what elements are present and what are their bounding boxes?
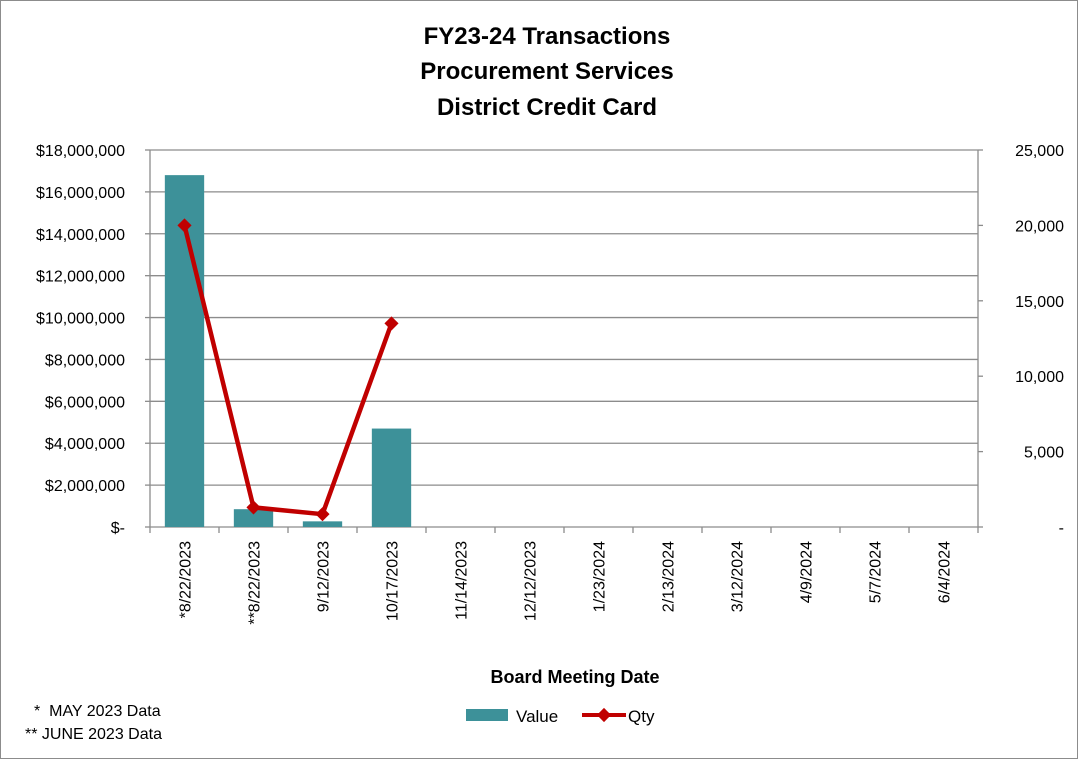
left-tick-label: $6,000,000 [45,394,125,411]
footnotes: * MAY 2023 Data ** JUNE 2023 Data [25,703,162,743]
x-axis-ticks: *8/22/2023 **8/22/2023 9/12/2023 10/17/2023… [149,527,979,625]
value-bars [164,175,412,527]
qty-point [246,500,261,515]
left-tick-label: $18,000,000 [36,143,125,160]
x-tick-label: 9/12/2023 [316,541,333,612]
footnote-1: * MAY 2023 Data [34,703,161,720]
left-axis-ticks: $- $2,000,000 $4,000,000 $6,000,000 $8,000,0… [36,143,150,537]
x-tick-label: 6/4/2024 [937,541,954,603]
legend-value-label: Value [516,707,558,726]
left-tick-label: $- [111,520,125,537]
bar-value [371,428,412,527]
legend-qty-label: Qty [628,707,655,726]
right-tick-label: 10,000 [1015,369,1064,386]
bar-value [302,521,343,527]
legend-value-swatch [466,709,508,721]
chart-title-line-2: Procurement Services [420,58,673,85]
left-tick-label: $10,000,000 [36,311,125,328]
right-tick-label: - [1059,520,1064,537]
legend-qty-marker [596,707,612,723]
chart-title: FY23-24 Transactions Procurement Service… [420,23,673,121]
x-tick-label: 10/17/2023 [385,541,402,621]
qty-line-path [182,224,394,517]
right-tick-label: 25,000 [1015,143,1064,160]
x-tick-label: 3/12/2024 [730,541,747,612]
left-tick-label: $12,000,000 [36,269,125,286]
x-tick-label: 4/9/2024 [799,541,816,603]
left-tick-label: $16,000,000 [36,185,125,202]
gridlines [149,149,979,528]
qty-line [177,218,399,522]
left-tick-label: $8,000,000 [45,352,125,369]
footnote-2: ** JUNE 2023 Data [25,726,162,743]
qty-point [315,507,330,522]
left-tick-label: $2,000,000 [45,478,125,495]
left-tick-label: $4,000,000 [45,436,125,453]
qty-point [384,316,399,331]
x-tick-label: *8/22/2023 [178,541,195,619]
right-tick-label: 5,000 [1024,445,1064,462]
x-tick-label: **8/22/2023 [247,541,264,625]
bar-value [233,509,274,527]
left-tick-label: $14,000,000 [36,227,125,244]
right-tick-label: 20,000 [1015,218,1064,235]
x-axis-title: Board Meeting Date [490,667,659,687]
right-tick-label: 15,000 [1015,294,1064,311]
right-axis-ticks: - 5,000 10,000 15,000 20,000 25,000 [978,143,1064,537]
x-tick-label: 12/12/2023 [523,541,540,621]
x-tick-label: 2/13/2024 [661,541,678,612]
chart-title-line-1: FY23-24 Transactions [424,23,671,50]
legend: Value Qty [466,707,655,726]
x-tick-label: 11/14/2023 [454,541,471,620]
x-tick-label: 5/7/2024 [868,541,885,603]
x-tick-label: 1/23/2024 [592,541,609,612]
qty-point [177,218,192,233]
chart-title-line-3: District Credit Card [437,94,657,121]
